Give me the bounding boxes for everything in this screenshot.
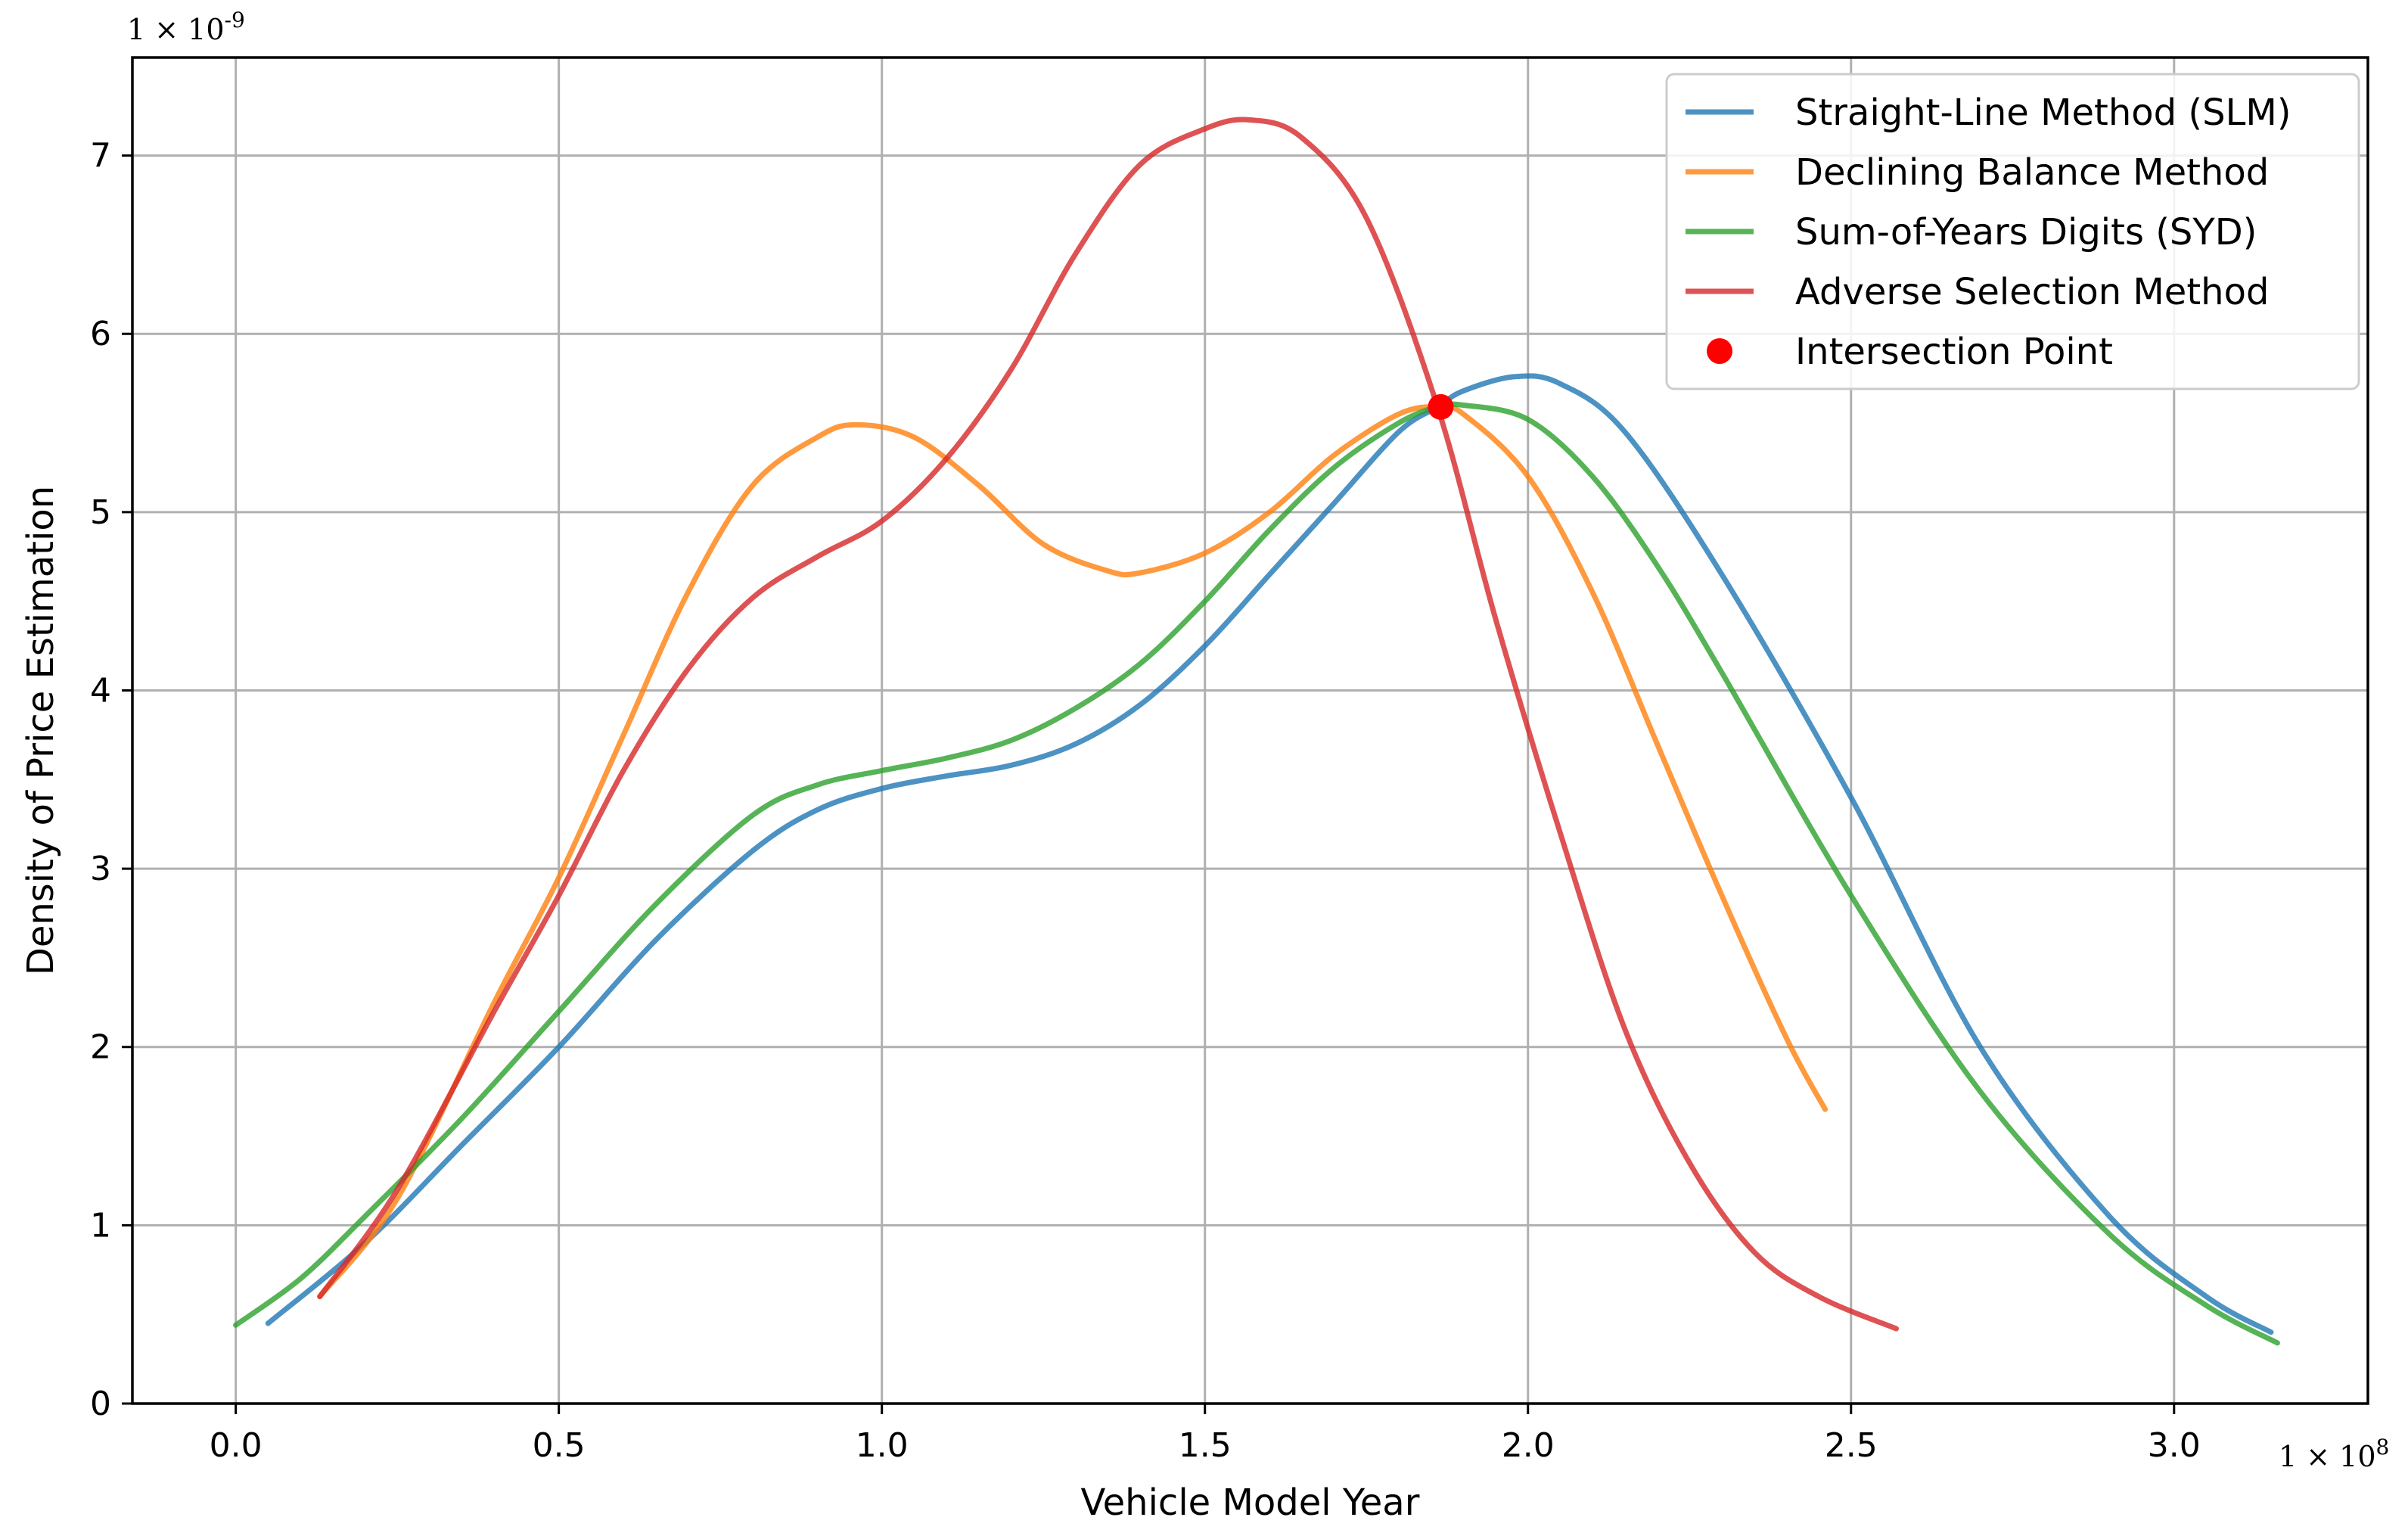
- x-axis-label: Vehicle Model Year: [1081, 1481, 1420, 1524]
- y-tick-label: 1: [90, 1206, 111, 1245]
- plot-frame: [131, 56, 2369, 1405]
- y-axis-multiplier: 1 × 10-9: [127, 8, 245, 46]
- y-tick-label: 2: [90, 1028, 111, 1067]
- x-tick-label: 3.0: [2148, 1426, 2201, 1465]
- marker-group: [1428, 393, 1454, 420]
- y-axis-label: Density of Price Estimation: [20, 486, 62, 975]
- x-multiplier-base: 1 × 10: [2279, 1440, 2376, 1473]
- y-tick-label: 6: [90, 315, 111, 353]
- legend-label: Adverse Selection Method: [1795, 271, 2269, 313]
- legend-label: Sum-of-Years Digits (SYD): [1795, 211, 2257, 253]
- x-tick-label: 0.0: [210, 1426, 263, 1465]
- x-tick-label: 2.5: [1825, 1426, 1878, 1465]
- y-tick-label: 0: [90, 1385, 111, 1423]
- x-tick-label: 0.5: [533, 1426, 586, 1465]
- x-axis-multiplier: 1 × 108: [2279, 1435, 2389, 1473]
- x-multiplier-exponent: 8: [2376, 1435, 2390, 1460]
- ticks: 0.0 0.5 1.0 1.5 2.0 2.5 3.0 0 1 2 3 4 5 6 7: [90, 137, 2201, 1465]
- legend: Straight-Line Method (SLM) Declining Bala…: [1665, 73, 2360, 390]
- legend-label: Straight-Line Method (SLM): [1795, 92, 2291, 134]
- series-line-1: [265, 373, 2274, 1335]
- legend-marker: [1707, 338, 1732, 364]
- x-tick-label: 1.5: [1179, 1426, 1232, 1465]
- y-tick-label: 5: [90, 493, 111, 532]
- legend-label: Declining Balance Method: [1795, 151, 2269, 194]
- y-tick-label: 4: [90, 671, 111, 710]
- series-line-2: [317, 403, 1829, 1300]
- series-line-4: [317, 117, 1899, 1332]
- series-line-3: [233, 401, 2280, 1346]
- y-tick-label: 7: [90, 137, 111, 176]
- intersection-point-marker: [1428, 393, 1454, 420]
- legend-box: [1665, 73, 2360, 390]
- x-tick-label: 2.0: [1502, 1426, 1555, 1465]
- x-tick-label: 1.0: [856, 1426, 909, 1465]
- legend-label: Intersection Point: [1795, 331, 2113, 373]
- y-multiplier-exponent: -9: [225, 8, 245, 33]
- y-multiplier-base: 1 × 10: [127, 13, 225, 46]
- series-group: [233, 117, 2280, 1346]
- y-tick-label: 3: [90, 850, 111, 888]
